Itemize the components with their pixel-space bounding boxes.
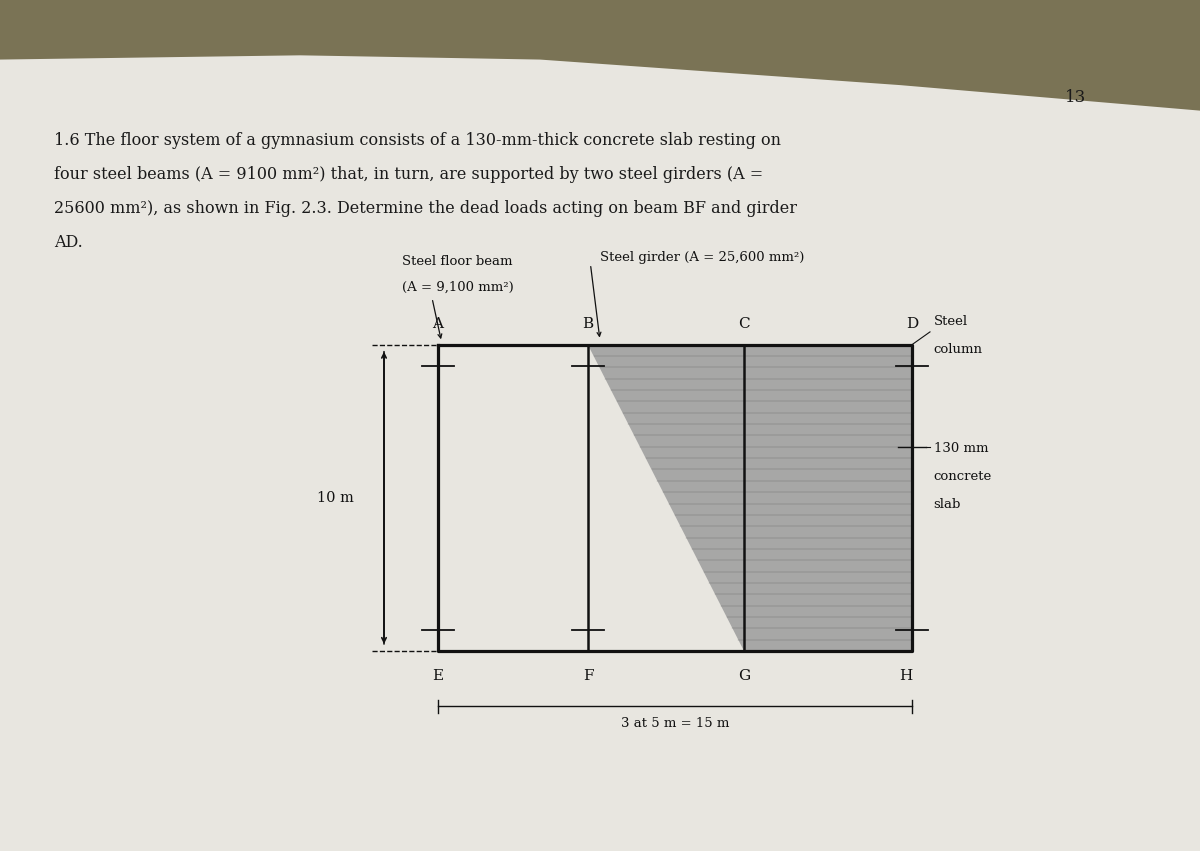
Text: column: column: [934, 343, 983, 356]
Text: (A = 9,100 mm²): (A = 9,100 mm²): [402, 281, 514, 294]
Text: 1.6 The floor system of a gymnasium consists of a 130-mm-thick concrete slab res: 1.6 The floor system of a gymnasium cons…: [54, 132, 781, 149]
Text: Steel: Steel: [934, 315, 967, 328]
Text: 3 at 5 m = 15 m: 3 at 5 m = 15 m: [620, 717, 730, 729]
Text: D: D: [906, 317, 918, 331]
Text: Steel girder (A = 25,600 mm²): Steel girder (A = 25,600 mm²): [600, 251, 804, 264]
Text: AD.: AD.: [54, 234, 83, 251]
Text: A: A: [432, 317, 444, 331]
Text: E: E: [432, 669, 444, 683]
Text: 130 mm: 130 mm: [934, 443, 988, 455]
Text: H: H: [899, 669, 913, 683]
Text: 13: 13: [1064, 89, 1086, 106]
Text: B: B: [582, 317, 594, 331]
Text: Steel floor beam: Steel floor beam: [402, 255, 512, 268]
Text: slab: slab: [934, 499, 961, 511]
Text: 25600 mm²), as shown in Fig. 2.3. Determine the dead loads acting on beam BF and: 25600 mm²), as shown in Fig. 2.3. Determ…: [54, 200, 797, 217]
Text: C: C: [738, 317, 750, 331]
Polygon shape: [0, 55, 1200, 851]
Text: G: G: [738, 669, 750, 683]
Polygon shape: [588, 345, 912, 651]
Text: 10 m: 10 m: [317, 491, 354, 505]
Text: concrete: concrete: [934, 471, 992, 483]
Text: F: F: [583, 669, 593, 683]
Text: four steel beams (A = 9100 mm²) that, in turn, are supported by two steel girder: four steel beams (A = 9100 mm²) that, in…: [54, 166, 763, 183]
